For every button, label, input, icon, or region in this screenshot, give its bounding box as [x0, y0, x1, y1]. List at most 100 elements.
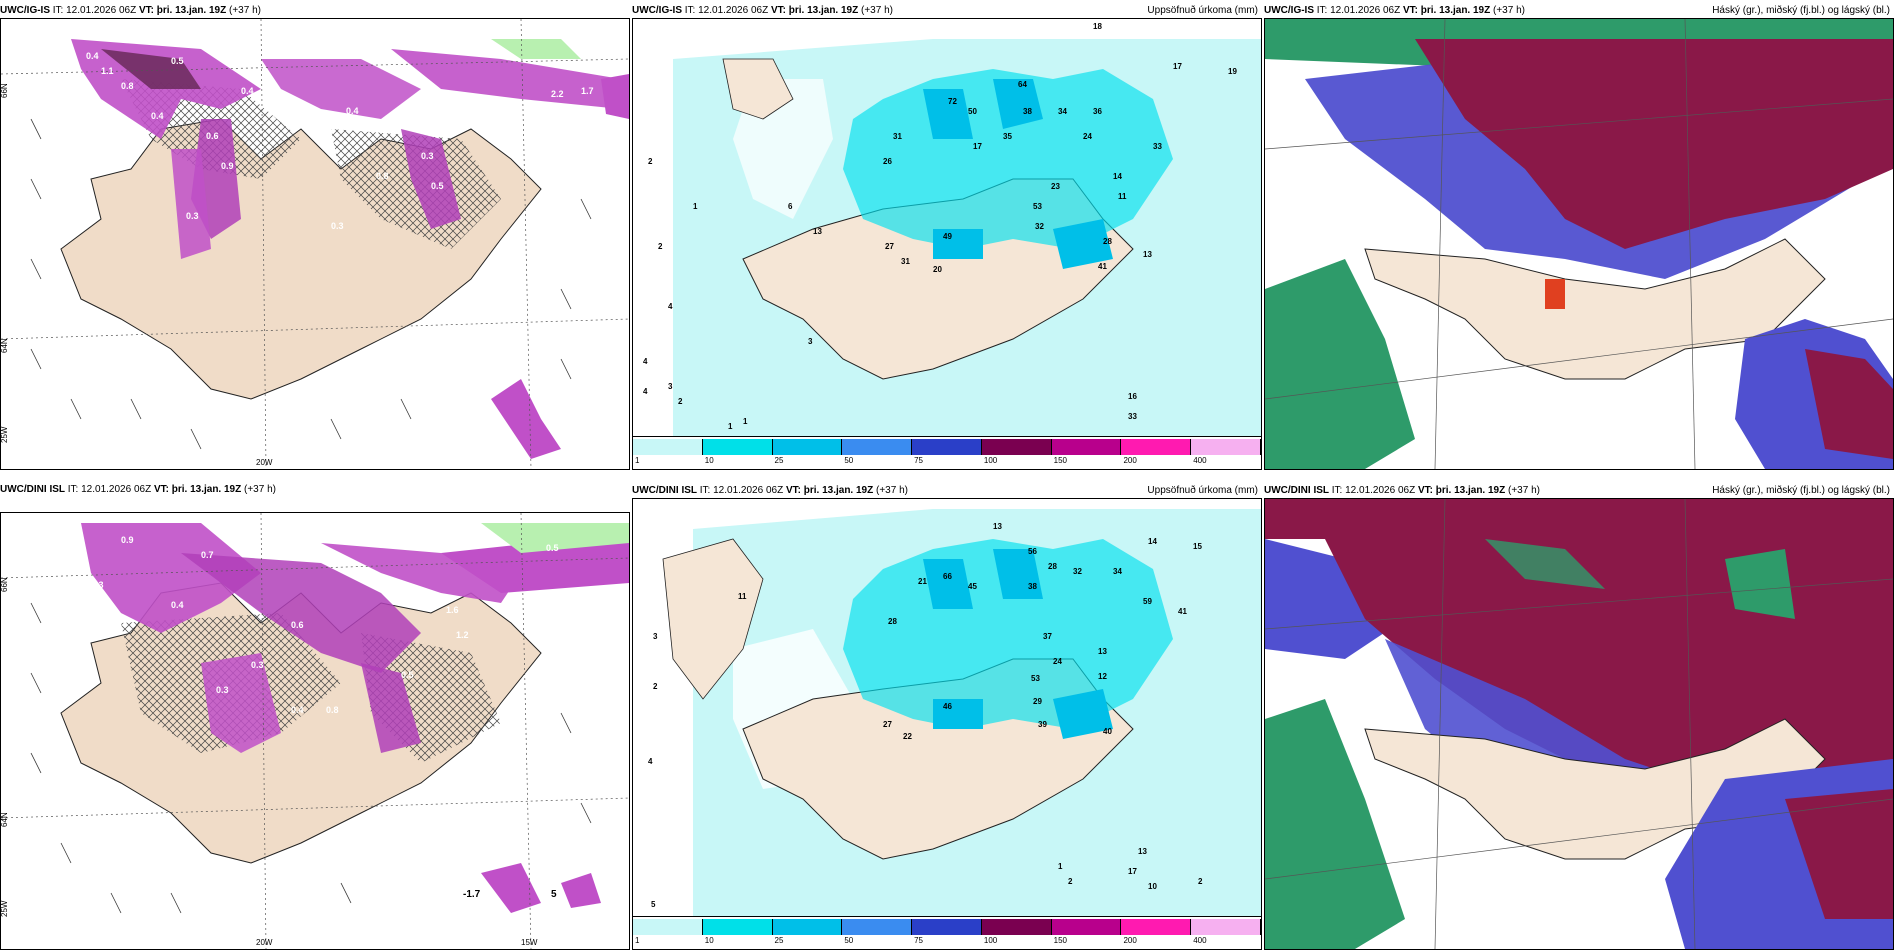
map-title: Uppsöfnuð úrkoma (mm) [1147, 5, 1258, 16]
panel-header: UWC/DINI ISL IT: 12.01.2026 06Z VT: þri.… [0, 484, 300, 514]
lon-label-25w: 25W [1, 900, 9, 917]
panel-header: UWC/IG-IS IT: 12.01.2026 06Z VT: þri. 13… [0, 4, 630, 24]
value-label: 14 [1113, 172, 1122, 181]
value-label: 3 [653, 632, 658, 641]
value-label: 1 [743, 417, 748, 426]
value-label: 0.8 [326, 705, 339, 715]
value-label: 21 [918, 577, 927, 586]
valid-time: þri. 13.jan. 19Z [156, 5, 227, 16]
colorbar-label: 10 [704, 456, 714, 465]
value-label: 2 [648, 157, 653, 166]
init-prefix: IT: [1316, 5, 1328, 16]
value-label: 1.0 [601, 441, 614, 451]
value-label: 38 [1023, 107, 1032, 116]
colorbar-label: 200 [1123, 936, 1137, 945]
init-prefix: IT: [52, 5, 64, 16]
value-label: 11 [1118, 192, 1127, 201]
value-label: 0.3 [251, 660, 264, 670]
panel-header: UWC/DINI ISL IT: 12.01.2026 06Z VT: þri.… [632, 484, 1262, 504]
value-label: 4 [648, 757, 653, 766]
colorbar-segment [1051, 919, 1122, 935]
colorbar-segment [772, 919, 843, 935]
value-label: 1 [1058, 862, 1063, 871]
panel-clouds-bottom: UWC/DINI ISL IT: 12.01.2026 06Z VT: þri.… [1264, 484, 1894, 950]
vt-prefix: VT: [1417, 485, 1433, 496]
vt-prefix: VT: [785, 485, 801, 496]
value-label: 4 [643, 357, 648, 366]
model-source: UWC/IG-IS [1264, 5, 1314, 16]
value-label: 1 [693, 202, 698, 211]
lon-label-15w: 15W [521, 938, 538, 947]
value-label: 0.8 [376, 171, 389, 181]
value-label: 0.6 [406, 71, 419, 81]
lead-time: (+37 h) [1508, 485, 1540, 496]
valid-time: þri. 13.jan. 19Z [788, 5, 859, 16]
vt-prefix: VT: [153, 484, 169, 495]
value-label: 28 [1048, 562, 1057, 571]
value-label: 1.1 [321, 41, 334, 51]
value-label: 0.9 [221, 161, 234, 171]
vt-prefix: VT: [1402, 5, 1418, 16]
colorbar-segment [842, 919, 913, 935]
panel-temp-top: UWC/IG-IS IT: 12.01.2026 06Z VT: þri. 13… [0, 4, 630, 470]
model-source: UWC/DINI ISL [632, 485, 697, 496]
init-time: 12.01.2026 06Z [698, 5, 769, 16]
colorbar-label: 10 [704, 936, 714, 945]
value-label: 19 [1228, 67, 1237, 76]
value-label: 0.3 [216, 685, 229, 695]
value-label: 2 [678, 397, 683, 406]
panel-temp-bottom: UWC/DINI ISL IT: 12.01.2026 06Z VT: þri.… [0, 484, 630, 950]
value-label: 0.6 [291, 620, 304, 630]
panel-header: UWC/IG-IS IT: 12.01.2026 06Z VT: þri. 13… [1264, 4, 1894, 24]
value-label: 18 [1093, 22, 1102, 31]
value-label: 34 [1058, 107, 1067, 116]
value-label: 31 [901, 257, 910, 266]
precip-colorbar: 1 10 25 50 75 100 150 200 400 [633, 436, 1261, 469]
map-title: Háský (gr.), miðský (fj.bl.) og lágský (… [1712, 5, 1890, 16]
colorbar-label: 75 [914, 936, 924, 945]
cloud-map [1264, 18, 1894, 470]
value-label: 0.4 [86, 51, 99, 61]
value-label: 1.1 [391, 525, 404, 535]
value-label: 45 [968, 582, 977, 591]
value-label: 17 [1128, 867, 1137, 876]
value-label: 0.5 [431, 181, 444, 191]
precip-colorbar: 1 10 25 50 75 100 150 200 400 [633, 916, 1261, 949]
value-label: 32 [1073, 567, 1082, 576]
value-label: 39 [1038, 720, 1047, 729]
lon-label-20w: 20W [256, 458, 273, 467]
value-label: 4 [668, 302, 673, 311]
lat-label-66n: 66N [1, 83, 9, 98]
colorbar-segment [702, 919, 773, 935]
colorbar-label: 50 [844, 456, 854, 465]
valid-time: þri. 13.jan. 19Z [1435, 485, 1506, 496]
value-label: 32 [1035, 222, 1044, 231]
colorbar-segment [1121, 919, 1192, 935]
init-time: 12.01.2026 06Z [1345, 485, 1416, 496]
value-label: 72 [948, 97, 957, 106]
temperature-map: 0.9 1.1 0.5 0.4 0.7 1.3 0.3 0.6 1.6 1.2 … [0, 512, 630, 950]
colorbar-label: 75 [914, 456, 924, 465]
value-label: 14 [1148, 537, 1157, 546]
value-label: 31 [893, 132, 902, 141]
model-source: UWC/IG-IS [632, 5, 682, 16]
colorbar-label: 50 [844, 936, 854, 945]
lead-time: (+37 h) [861, 5, 893, 16]
valid-time: þri. 13.jan. 19Z [803, 485, 874, 496]
value-label: 2.2 [551, 89, 564, 99]
value-label: 0.9 [121, 535, 134, 545]
value-label: 29 [1033, 697, 1042, 706]
colorbar-label: 200 [1123, 456, 1137, 465]
value-label: 10 [1148, 882, 1157, 891]
value-label: 38 [1028, 582, 1037, 591]
value-label: 1.7 [581, 86, 594, 96]
vt-prefix: VT: [770, 5, 786, 16]
value-label: 13 [813, 227, 822, 236]
value-label: 34 [1113, 567, 1122, 576]
model-source: UWC/IG-IS [0, 5, 50, 16]
value-label: 28 [888, 617, 897, 626]
vt-prefix: VT: [138, 5, 154, 16]
lat-label-66n: 66N [1, 577, 9, 592]
value-label: 53 [1033, 202, 1042, 211]
init-time: 12.01.2026 06Z [66, 5, 137, 16]
